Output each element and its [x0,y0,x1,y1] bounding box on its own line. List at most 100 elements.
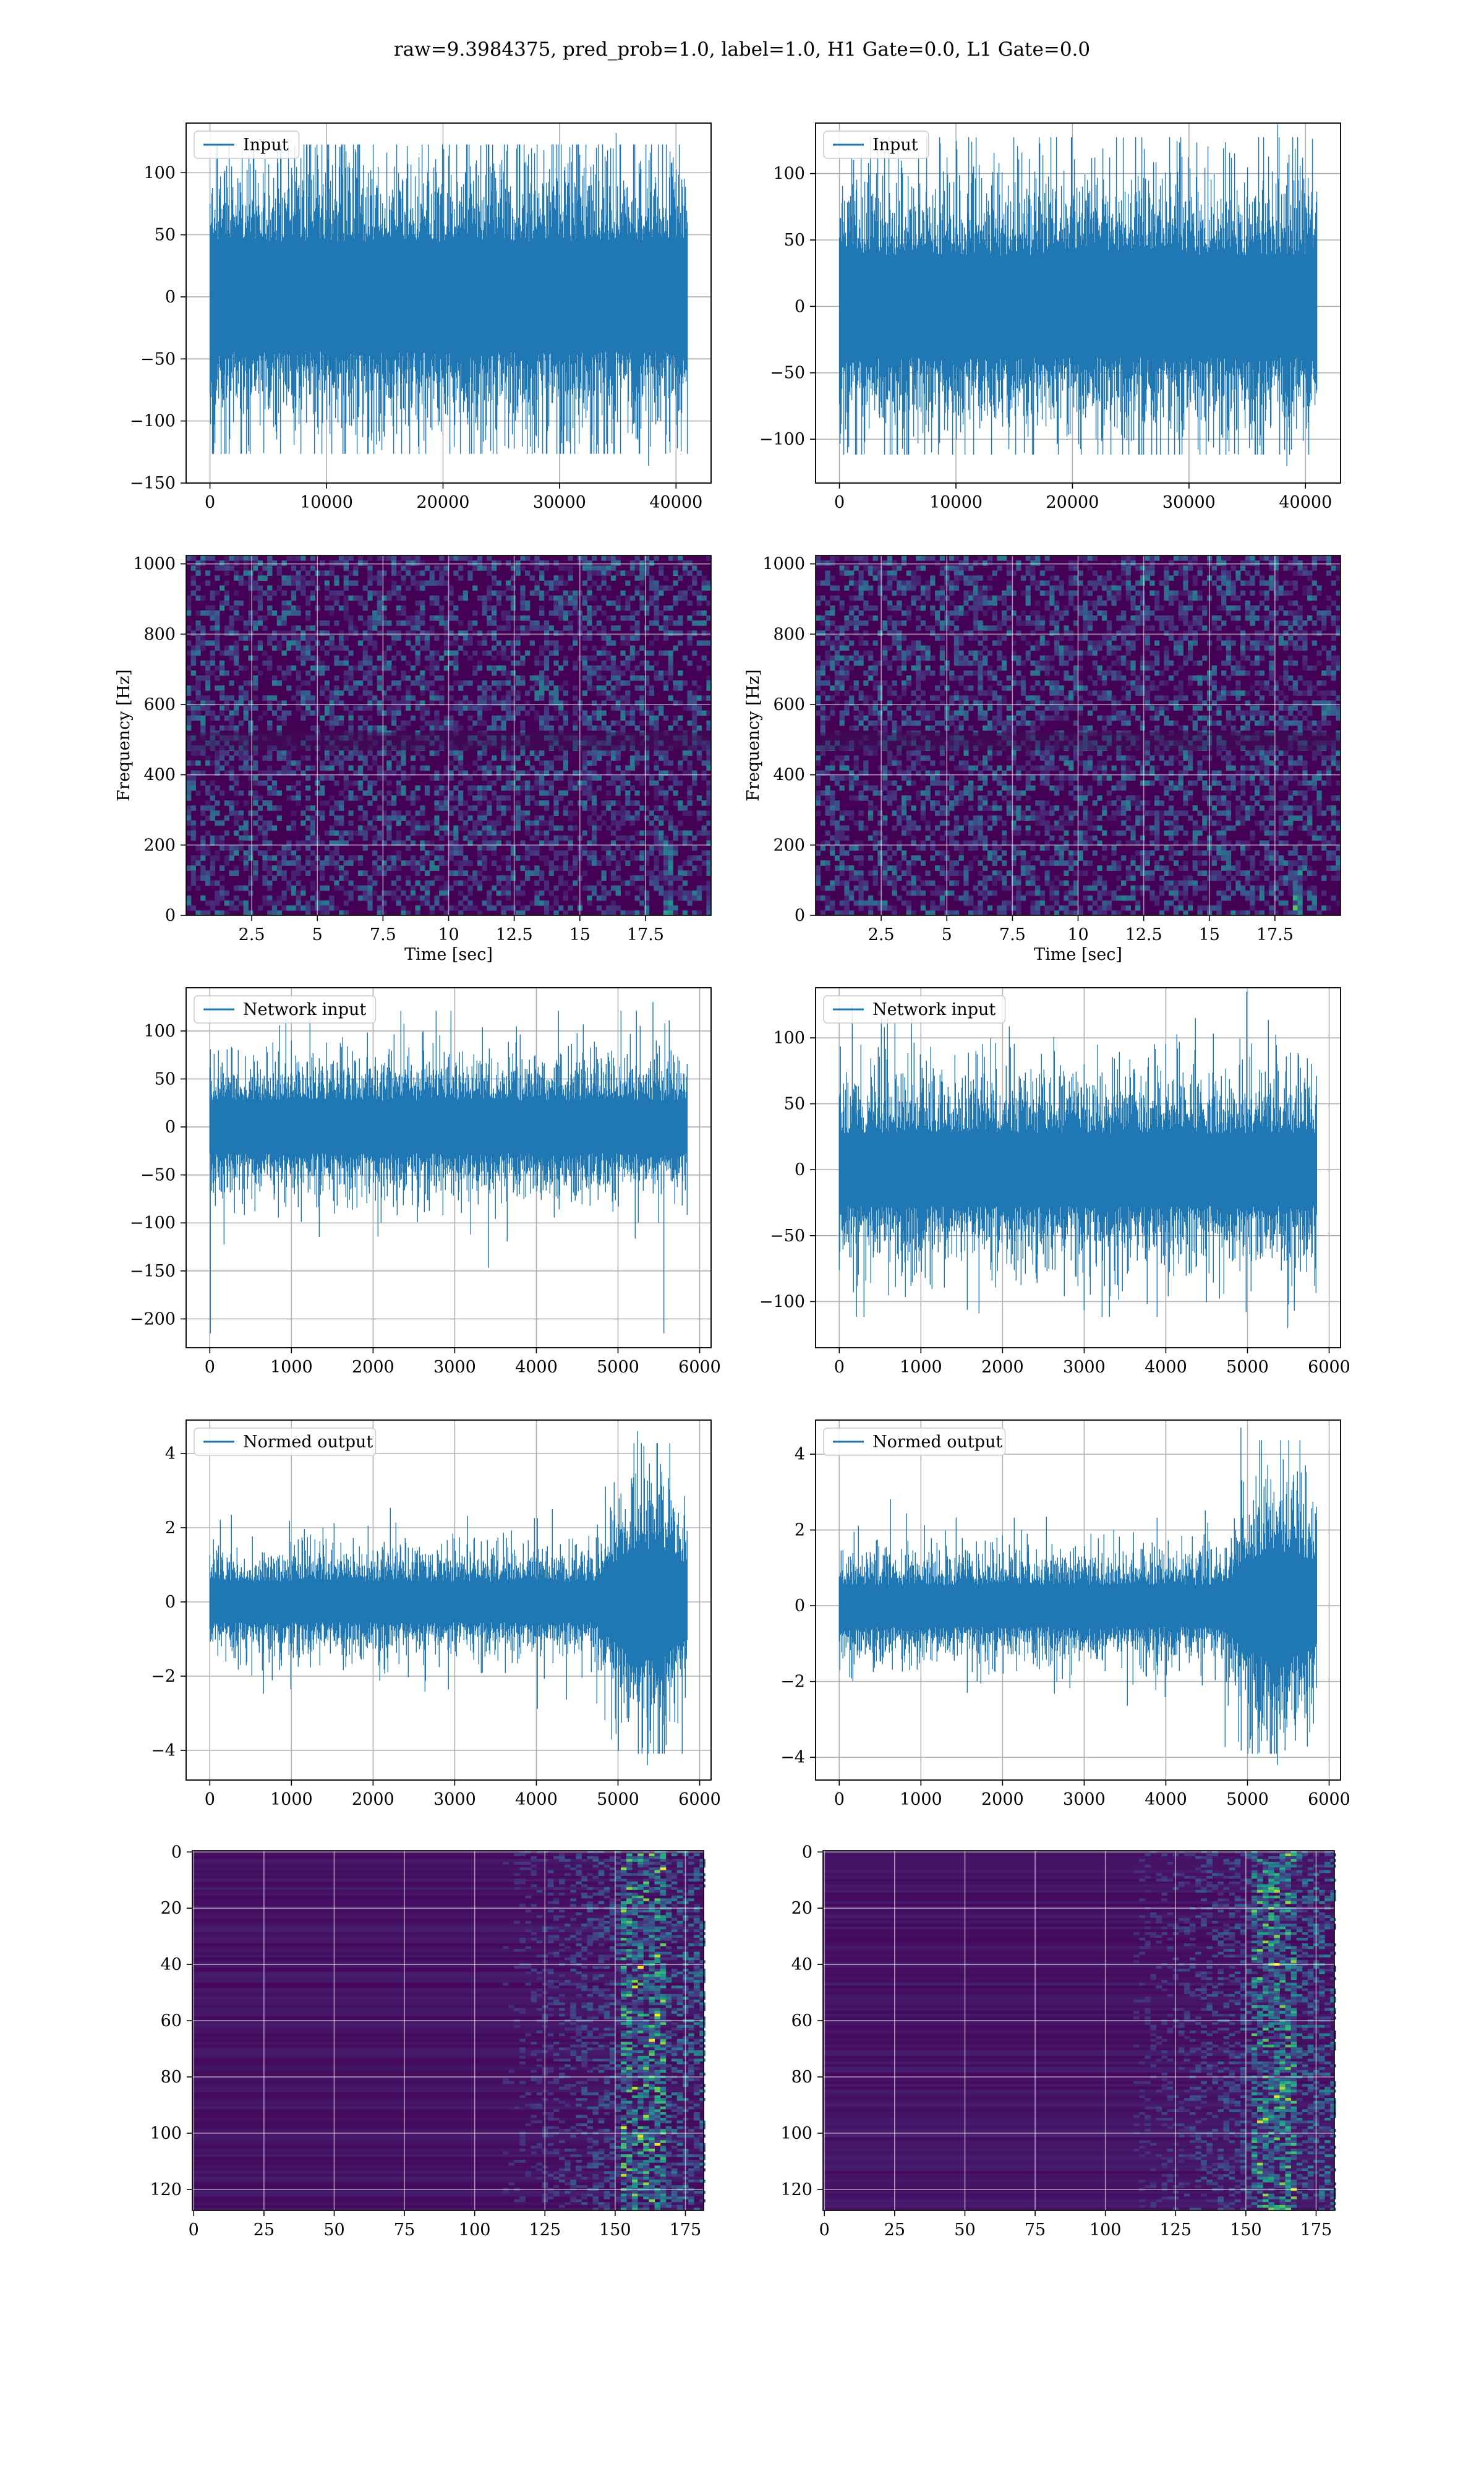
heatmap-cell [687,895,693,901]
heatmap-cell [544,625,550,631]
heatmap-cell [410,665,416,671]
heatmap-cell [424,885,430,891]
heatmap-cell [391,880,397,886]
heatmap-cell [520,565,526,571]
heatmap-cell [339,690,344,696]
heatmap-cell [644,805,650,811]
heatmap-cell [592,710,597,716]
heatmap-cell [482,600,487,606]
heatmap-cell [687,660,693,666]
heatmap-cell [391,795,397,801]
heatmap-cell [334,690,339,696]
heatmap-cell [844,620,850,626]
heatmap-cell [897,640,902,646]
heatmap-cell [978,655,983,661]
heatmap-cell [1302,630,1308,636]
heatmap-cell [205,660,211,666]
heatmap-cell [229,810,234,816]
heatmap-cell [644,870,650,876]
heatmap-cell [968,595,974,601]
heatmap-cell [1269,585,1274,591]
heatmap-cell [487,875,492,881]
heatmap-cell [224,770,229,776]
heatmap-cell [386,555,392,561]
heatmap-cell [343,675,349,681]
heatmap-cell [587,635,592,641]
heatmap-cell [362,585,368,591]
heatmap-cell [958,650,964,656]
heatmap-cell [467,725,473,731]
heatmap-cell [563,720,568,726]
heatmap-cell [496,815,501,821]
heatmap-cell [1197,565,1203,571]
heatmap-cell [515,625,521,631]
heatmap-cell [696,870,702,876]
heatmap-cell [243,885,249,891]
heatmap-cell [281,650,287,656]
heatmap-cell [596,630,602,636]
heatmap-cell [429,865,435,871]
heatmap-cell [310,595,315,601]
heatmap-cell [339,630,344,636]
heatmap-cell [348,790,354,796]
x-tick-label: 7.5 [370,925,396,944]
heatmap-cell [496,640,501,646]
heatmap-cell [706,660,712,666]
heatmap-cell [987,650,993,656]
heatmap-cell [482,750,487,756]
heatmap-cell [1016,670,1021,676]
heatmap-cell [568,845,573,851]
heatmap-cell [463,770,468,776]
heatmap-cell [1178,565,1183,571]
heatmap-cell [420,645,425,651]
heatmap-cell [434,600,440,606]
heatmap-cell [1192,560,1198,566]
heatmap-cell [458,710,464,716]
heatmap-cell [396,700,401,706]
heatmap-cell [548,650,554,656]
heatmap-cell [458,755,464,761]
heatmap-cell [678,760,683,766]
heatmap-cell [997,555,1002,561]
heatmap-cell [615,800,621,806]
heatmap-cell [1164,580,1169,586]
heatmap-cell [205,830,211,836]
heatmap-cell [548,595,554,601]
heatmap-cell [534,845,540,851]
heatmap-cell [276,805,282,811]
heatmap-cell [534,815,540,821]
heatmap-cell [563,625,568,631]
heatmap-cell [195,635,201,641]
heatmap-cell [496,880,501,886]
heatmap-cell [262,825,268,831]
heatmap-cell [367,640,373,646]
heatmap-cell [220,865,225,871]
heatmap-cell [529,785,535,791]
heatmap-cell [377,865,382,871]
heatmap-cell [200,835,206,841]
heatmap-cell [678,630,683,636]
heatmap-cell [324,570,330,576]
heatmap-cell [367,580,373,586]
heatmap-cell [205,675,211,681]
heatmap-cell [391,705,397,711]
heatmap-cell [525,570,531,576]
heatmap-cell [377,555,382,561]
heatmap-cell [362,675,368,681]
heatmap-cell [510,765,516,771]
heatmap-cell [820,560,825,566]
heatmap-cell [539,780,545,786]
heatmap-cell [434,665,440,671]
heatmap-cell [276,570,282,576]
heatmap-cell [687,695,693,701]
heatmap-cell [668,675,673,681]
heatmap-cell [596,685,602,691]
heatmap-cell [629,615,636,621]
heatmap-cell [501,875,506,881]
heatmap-cell [606,750,612,756]
heatmap-cell [963,590,969,596]
heatmap-cell [906,610,911,616]
heatmap-cell [1259,630,1265,636]
heatmap-cell [501,905,506,911]
heatmap-cell [224,855,229,861]
